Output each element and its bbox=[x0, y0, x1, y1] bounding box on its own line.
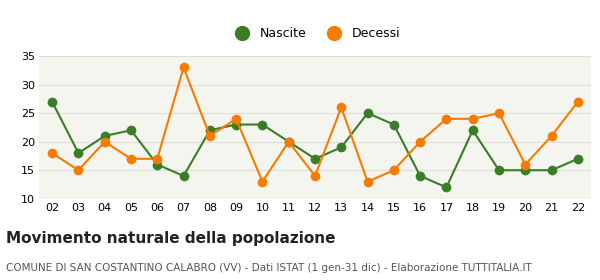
Decessi bbox=[233, 117, 240, 120]
Decessi bbox=[285, 140, 292, 143]
Nascite bbox=[390, 123, 397, 126]
Decessi bbox=[206, 134, 214, 138]
Nascite bbox=[154, 163, 161, 166]
Decessi bbox=[75, 169, 82, 172]
Decessi bbox=[259, 180, 266, 183]
Line: Nascite: Nascite bbox=[47, 97, 583, 192]
Decessi bbox=[364, 180, 371, 183]
Nascite bbox=[180, 174, 187, 178]
Decessi bbox=[496, 111, 503, 115]
Nascite bbox=[521, 169, 529, 172]
Decessi bbox=[390, 169, 397, 172]
Text: COMUNE DI SAN COSTANTINO CALABRO (VV) - Dati ISTAT (1 gen-31 dic) - Elaborazione: COMUNE DI SAN COSTANTINO CALABRO (VV) - … bbox=[6, 263, 532, 273]
Nascite bbox=[496, 169, 503, 172]
Decessi bbox=[416, 140, 424, 143]
Nascite bbox=[469, 129, 476, 132]
Decessi bbox=[101, 140, 109, 143]
Decessi bbox=[154, 157, 161, 160]
Decessi bbox=[338, 106, 345, 109]
Nascite bbox=[416, 174, 424, 178]
Decessi bbox=[311, 174, 319, 178]
Decessi bbox=[469, 117, 476, 120]
Nascite bbox=[206, 129, 214, 132]
Nascite bbox=[233, 123, 240, 126]
Legend: Nascite, Decessi: Nascite, Decessi bbox=[225, 22, 405, 45]
Nascite bbox=[574, 157, 581, 160]
Decessi bbox=[443, 117, 450, 120]
Nascite bbox=[49, 100, 56, 103]
Nascite bbox=[364, 111, 371, 115]
Nascite bbox=[101, 134, 109, 138]
Line: Decessi: Decessi bbox=[47, 62, 583, 186]
Nascite bbox=[285, 140, 292, 143]
Decessi bbox=[49, 151, 56, 155]
Decessi bbox=[127, 157, 134, 160]
Nascite bbox=[338, 146, 345, 149]
Decessi bbox=[548, 134, 555, 138]
Nascite bbox=[75, 151, 82, 155]
Decessi bbox=[521, 163, 529, 166]
Decessi bbox=[180, 66, 187, 69]
Nascite bbox=[259, 123, 266, 126]
Nascite bbox=[548, 169, 555, 172]
Nascite bbox=[443, 186, 450, 189]
Text: Movimento naturale della popolazione: Movimento naturale della popolazione bbox=[6, 231, 335, 246]
Nascite bbox=[311, 157, 319, 160]
Decessi bbox=[574, 100, 581, 103]
Nascite bbox=[127, 129, 134, 132]
